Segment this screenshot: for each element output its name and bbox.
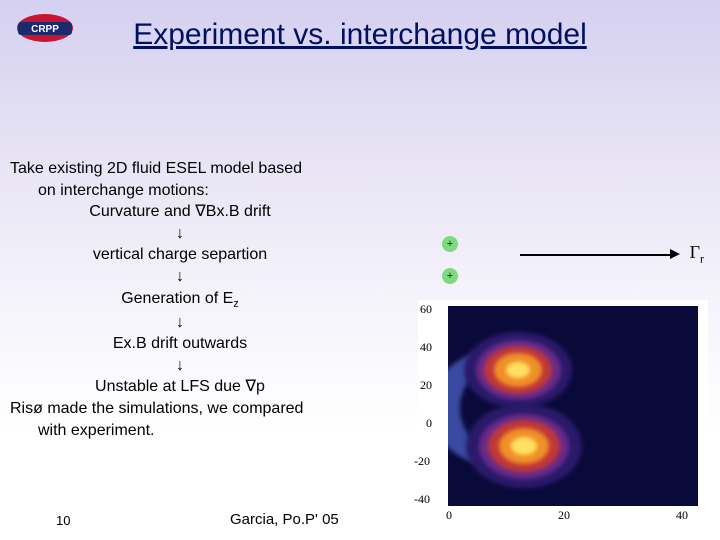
xtick-0: 0	[446, 508, 452, 523]
blob-0-layer-4	[506, 362, 530, 379]
ytick-20: 20	[420, 378, 432, 393]
citation: Garcia, Po.P' 05	[230, 511, 339, 528]
ytick-0: 0	[426, 416, 432, 431]
ytick-40: 40	[420, 340, 432, 355]
step-5: Unstable at LFS due ∇p	[10, 376, 350, 398]
step-1: Curvature and ∇Bx.B drift	[10, 201, 350, 223]
riso-line-2: with experiment.	[10, 420, 410, 442]
page-number: 10	[56, 513, 70, 528]
flux-arrow-line	[520, 254, 670, 256]
xtick-40: 40	[676, 508, 688, 523]
step-4: Ex.B drift outwards	[10, 333, 350, 355]
xtick-20: 20	[558, 508, 570, 523]
charge-schematic: + + Γr	[430, 230, 700, 300]
arrow-1: ↓	[10, 223, 350, 245]
intro-line-1: Take existing 2D fluid ESEL model based	[10, 158, 410, 180]
step-3: Generation of Ez	[10, 288, 350, 312]
ytick-m40: -40	[414, 492, 430, 507]
body-text-block: Take existing 2D fluid ESEL model based …	[10, 158, 410, 441]
flux-arrow-head	[670, 249, 680, 259]
step-3-sub: z	[233, 298, 239, 310]
arrow-4: ↓	[10, 355, 350, 377]
ytick-m20: -20	[414, 454, 430, 469]
gamma-r-label: Γr	[690, 242, 704, 267]
plot-area	[448, 306, 698, 506]
blob-1-layer-4	[511, 437, 536, 455]
step-3-text: Generation of E	[121, 290, 233, 307]
ytick-60: 60	[420, 302, 432, 317]
intro-line-2: on interchange motions:	[10, 180, 410, 202]
plus-charge-1: +	[442, 236, 458, 252]
gamma-symbol: Γ	[690, 242, 700, 262]
slide-title: Experiment vs. interchange model	[0, 18, 720, 52]
riso-line-1: Risø made the simulations, we compared	[10, 398, 410, 420]
simulation-plot: 60 40 20 0 -20 -40 0 20 40	[418, 300, 708, 532]
arrow-2: ↓	[10, 266, 350, 288]
plus-charge-2: +	[442, 268, 458, 284]
gamma-sub: r	[700, 252, 704, 266]
arrow-3: ↓	[10, 312, 350, 334]
step-2: vertical charge separtion	[10, 244, 350, 266]
